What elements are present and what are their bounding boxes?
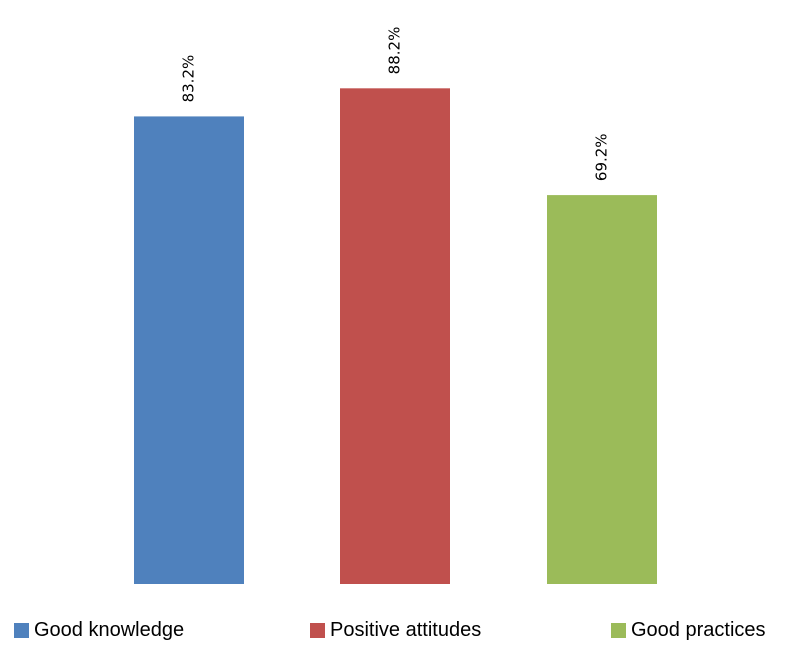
legend-item-positive-attitudes: Positive attitudes <box>310 617 481 643</box>
bar-chart: 83.2% 88.2% 69.2% <box>134 27 657 584</box>
data-label-good-practices: 69.2% <box>593 133 611 181</box>
bar-good-practices <box>547 195 657 584</box>
legend-item-good-practices: Good practices <box>611 617 766 643</box>
legend-swatch-good-practices <box>611 622 626 638</box>
legend-swatch-positive-attitudes <box>310 622 325 638</box>
legend-label-good-practices: Good practices <box>631 619 766 641</box>
bar-positive-attitudes <box>340 88 450 584</box>
legend-label-good-knowledge: Good knowledge <box>34 619 185 641</box>
legend-label-positive-attitudes: Positive attitudes <box>330 619 482 641</box>
legend-swatch-good-knowledge <box>14 622 29 638</box>
data-label-good-knowledge: 83.2% <box>180 55 198 103</box>
data-label-positive-attitudes: 88.2% <box>386 27 404 75</box>
chart-plot: 83.2% 88.2% 69.2% <box>134 27 657 584</box>
chart-legend: Good knowledge Positive attitudes Good p… <box>0 617 800 643</box>
legend-item-good-knowledge: Good knowledge <box>14 617 184 643</box>
bar-good-knowledge <box>134 116 244 584</box>
